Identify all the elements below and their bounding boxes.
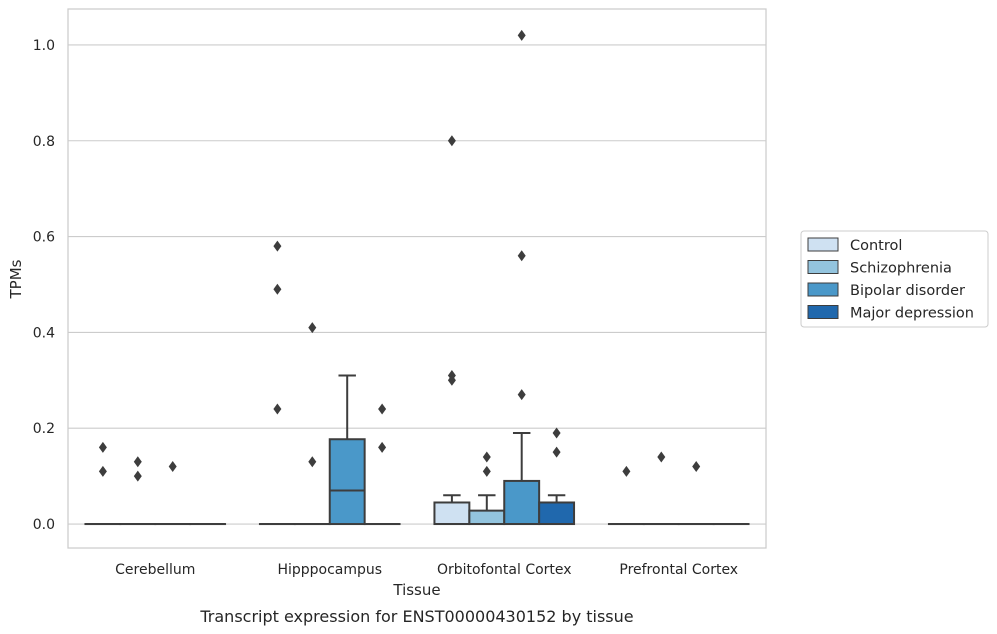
chart-caption: Transcript expression for ENST0000043015… — [199, 607, 633, 626]
y-tick-label: 0.2 — [33, 421, 55, 437]
legend-swatch — [807, 305, 839, 319]
outlier-point — [308, 322, 317, 334]
x-tick-labels: Cerebellum Hipppocampus Orbitofontal Corte… — [115, 562, 738, 578]
box — [538, 501, 576, 526]
legend-label: Bipolar disorder — [850, 283, 965, 299]
box — [503, 479, 541, 526]
box — [468, 509, 506, 526]
legend-swatch — [807, 282, 839, 297]
y-tick-label: 0.0 — [33, 517, 55, 533]
outlier-point — [622, 465, 631, 477]
box-series — [84, 29, 750, 526]
y-axis-label: TPMs — [7, 259, 25, 299]
outlier-point — [517, 29, 526, 41]
box — [328, 438, 366, 526]
outlier-point — [378, 441, 387, 453]
box-group — [433, 135, 471, 526]
box-group — [328, 374, 366, 526]
box-group — [503, 29, 541, 526]
box-group — [363, 403, 401, 526]
outlier-point — [517, 389, 526, 401]
x-tick-label: Hipppocampus — [277, 562, 382, 578]
legend: Control Schizophrenia Bipolar disorder Majo… — [800, 230, 989, 328]
y-tick-labels: 0.0 0.2 0.4 0.6 0.8 1.0 — [33, 38, 55, 533]
outlier-point — [168, 461, 177, 473]
box — [433, 501, 471, 526]
outlier-point — [552, 427, 561, 439]
legend-label: Control — [850, 238, 902, 254]
x-tick-label: Orbitofontal Cortex — [437, 562, 572, 578]
y-tick-label: 0.8 — [33, 134, 55, 150]
outlier-point — [692, 461, 701, 473]
plot-frame — [67, 8, 767, 549]
outlier-point — [98, 441, 107, 453]
box-group — [538, 427, 576, 526]
outlier-point — [657, 451, 666, 463]
outlier-point — [552, 446, 561, 458]
outlier-point — [98, 465, 107, 477]
outlier-point — [447, 374, 456, 386]
x-axis-label: Tissue — [392, 581, 440, 599]
outlier-point — [482, 465, 491, 477]
legend-frame — [800, 230, 989, 328]
y-tick-label: 0.4 — [33, 325, 55, 341]
x-tick-label: Prefrontal Cortex — [619, 562, 738, 578]
outlier-point — [378, 403, 387, 415]
outlier-point — [133, 456, 142, 468]
outlier-point — [133, 470, 142, 482]
outlier-point — [447, 135, 456, 147]
plot-background — [68, 9, 766, 548]
legend-swatch — [807, 237, 839, 252]
outlier-point — [273, 283, 282, 295]
outlier-point — [273, 403, 282, 415]
outlier-point — [517, 250, 526, 262]
outlier-point — [308, 456, 317, 468]
outlier-point — [273, 240, 282, 252]
x-tick-label: Cerebellum — [115, 562, 195, 578]
legend-label: Schizophrenia — [850, 261, 952, 277]
y-tick-label: 1.0 — [33, 38, 55, 54]
legend-label: Major depression — [850, 306, 974, 322]
y-tick-label: 0.6 — [33, 230, 55, 246]
legend-swatch — [807, 260, 839, 274]
outlier-point — [482, 451, 491, 463]
box-group — [119, 456, 157, 526]
